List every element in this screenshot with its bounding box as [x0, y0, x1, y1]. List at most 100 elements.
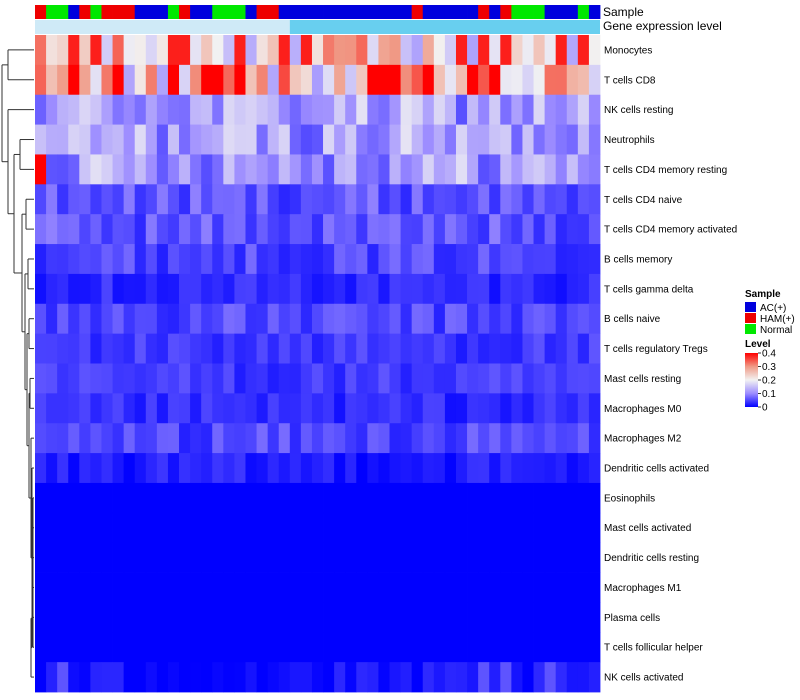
heatmap-cell	[167, 602, 180, 633]
heatmap-cell	[101, 124, 113, 155]
heatmap-cell	[223, 512, 235, 544]
heatmap-cell	[167, 482, 180, 514]
heatmap-cell	[511, 154, 523, 185]
heatmap-cell	[489, 602, 501, 633]
heatmap-cell	[367, 453, 379, 484]
heatmap-cell	[400, 393, 413, 424]
heatmap-cell	[433, 35, 446, 66]
heatmap-cell	[167, 423, 180, 454]
heatmap-cell	[278, 184, 291, 215]
heatmap-cell	[212, 453, 224, 484]
heatmap-cell	[123, 363, 136, 394]
heatmap-cell	[533, 244, 546, 275]
heatmap-cell	[190, 273, 202, 305]
heatmap-cell	[422, 94, 435, 125]
heatmap-cell	[323, 35, 335, 66]
heatmap-cell	[411, 393, 424, 424]
heatmap-cell	[400, 35, 413, 66]
heatmap-cell	[234, 124, 246, 155]
heatmap-cell	[533, 124, 546, 155]
heatmap-cell	[145, 64, 158, 96]
heatmap-cell	[500, 124, 512, 155]
heatmap-cell	[289, 35, 302, 66]
sample-annotation-cell	[223, 5, 235, 19]
heatmap-cell	[356, 662, 368, 693]
expression-track-label: Gene expression level	[603, 19, 722, 33]
sample-annotation-cell	[522, 5, 534, 19]
heatmap-cell	[500, 303, 512, 335]
heatmap-cell	[90, 94, 102, 125]
heatmap-cell	[555, 512, 568, 544]
heatmap-cell	[422, 154, 435, 185]
heatmap-cell	[311, 512, 324, 544]
heatmap-cell	[123, 453, 136, 484]
heatmap-cell	[467, 453, 479, 484]
heatmap-cell	[533, 273, 546, 305]
heatmap-cell	[179, 303, 191, 335]
heatmap-cell	[90, 363, 102, 394]
heatmap-cell	[511, 333, 523, 364]
heatmap-cell	[478, 662, 490, 693]
heatmap-cell	[433, 333, 446, 364]
heatmap-cell	[356, 333, 368, 364]
heatmap-cell	[411, 453, 424, 484]
heatmap-cell	[389, 244, 401, 275]
heatmap-cell	[478, 482, 490, 514]
heatmap-cell	[223, 214, 235, 245]
heatmap-cell	[212, 423, 224, 454]
row-label: B cells memory	[604, 255, 672, 266]
heatmap-cell	[167, 214, 180, 245]
heatmap-cell	[167, 333, 180, 364]
heatmap-cell	[566, 602, 579, 633]
heatmap-cell	[79, 333, 91, 364]
heatmap-cell	[544, 64, 557, 96]
heatmap-cell	[588, 244, 601, 275]
heatmap-cell	[433, 393, 446, 424]
heatmap-cell	[256, 124, 269, 155]
heatmap-cell	[455, 184, 468, 215]
heatmap-cell	[112, 35, 125, 66]
heatmap-cell	[433, 512, 446, 544]
heatmap-cell	[134, 64, 147, 96]
heatmap-cell	[190, 35, 202, 66]
heatmap-cell	[123, 572, 136, 603]
heatmap-cell	[356, 35, 368, 66]
heatmap-cell	[433, 303, 446, 335]
heatmap-cell	[57, 303, 69, 335]
heatmap-cell	[367, 632, 379, 663]
heatmap-cell	[323, 333, 335, 364]
heatmap-cell	[145, 453, 158, 484]
row-label: T cells CD4 memory activated	[604, 225, 737, 236]
heatmap-cell	[566, 154, 579, 185]
heatmap-cell	[201, 632, 213, 663]
heatmap-cell	[145, 423, 158, 454]
heatmap-cell	[190, 482, 202, 514]
heatmap-cell	[145, 124, 158, 155]
heatmap-cell	[511, 244, 523, 275]
heatmap-cell	[467, 273, 479, 305]
heatmap-cell	[68, 393, 80, 424]
heatmap-cell	[433, 64, 446, 96]
row-label: Macrophages M1	[604, 583, 682, 594]
heatmap-cell	[190, 154, 202, 185]
heatmap-cell	[455, 453, 468, 484]
heatmap-cell	[323, 542, 335, 573]
heatmap-cell	[467, 35, 479, 66]
heatmap-cell	[35, 124, 47, 155]
heatmap-cell	[245, 333, 257, 364]
heatmap-cell	[544, 482, 557, 514]
heatmap-cell	[256, 184, 269, 215]
heatmap-cell	[35, 273, 47, 305]
heatmap-cell	[478, 273, 490, 305]
heatmap-cell	[267, 542, 280, 573]
heatmap-cell	[101, 662, 113, 693]
heatmap-cell	[134, 273, 147, 305]
heatmap-cell	[467, 303, 479, 335]
heatmap-cell	[356, 632, 368, 663]
heatmap-cell	[156, 244, 169, 275]
heatmap-cell	[444, 393, 457, 424]
heatmap-cell	[356, 512, 368, 544]
heatmap-cell	[422, 124, 435, 155]
sample-annotation-cell	[79, 5, 91, 19]
heatmap-cell	[156, 393, 169, 424]
